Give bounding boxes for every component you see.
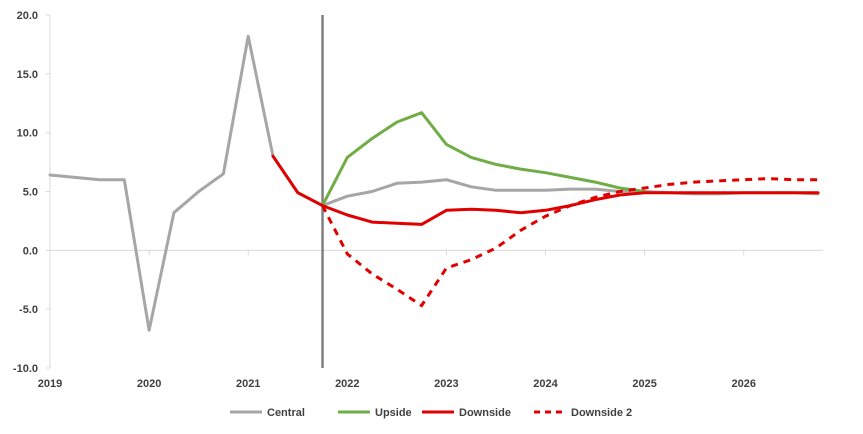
- series-points-downside-2: [321, 177, 820, 307]
- x-tick-label: 2023: [434, 378, 458, 390]
- x-tick-label: 2025: [632, 378, 656, 390]
- x-tick-label: 2021: [236, 378, 260, 390]
- x-tick-label: 2019: [38, 378, 62, 390]
- legend-label-central: Central: [267, 407, 305, 419]
- series-line-downside: [271, 154, 820, 226]
- legend-label-downside-2: Downside 2: [571, 407, 632, 419]
- x-tick-label: 2024: [533, 378, 558, 390]
- x-axis-ticks: 2019 2020 2021 2022 2023 2024 2025 2026: [38, 249, 823, 390]
- legend-item-upside: Upside: [338, 407, 412, 419]
- x-tick-label: 2026: [731, 378, 755, 390]
- series-layer: [48, 15, 820, 368]
- y-tick-label: 10.0: [17, 128, 38, 140]
- legend-label-upside: Upside: [375, 407, 412, 419]
- legend-item-downside-2: Downside 2: [534, 407, 632, 419]
- y-tick-label: 0.0: [23, 245, 38, 257]
- series-line-upside: [321, 111, 647, 208]
- x-tick-label: 2022: [335, 378, 359, 390]
- x-tick-label: 2020: [137, 378, 161, 390]
- legend-label-downside: Downside: [459, 407, 511, 419]
- series-line-downside-2: [321, 177, 818, 308]
- series-points-central: [49, 35, 820, 332]
- legend: Central Upside Downside Downside 2: [230, 407, 632, 419]
- legend-item-central: Central: [230, 407, 305, 419]
- y-tick-label: 5.0: [23, 187, 38, 199]
- y-tick-label: -10.0: [13, 363, 38, 375]
- legend-item-downside: Downside: [422, 407, 511, 419]
- series-line-central: [48, 34, 820, 332]
- y-tick-label: -5.0: [19, 304, 38, 316]
- y-tick-label: 20.0: [17, 10, 38, 22]
- y-tick-label: 15.0: [17, 69, 38, 81]
- y-axis-ticks: 20.0 15.0 10.0 5.0 0.0 -5.0 -10.0: [13, 10, 51, 375]
